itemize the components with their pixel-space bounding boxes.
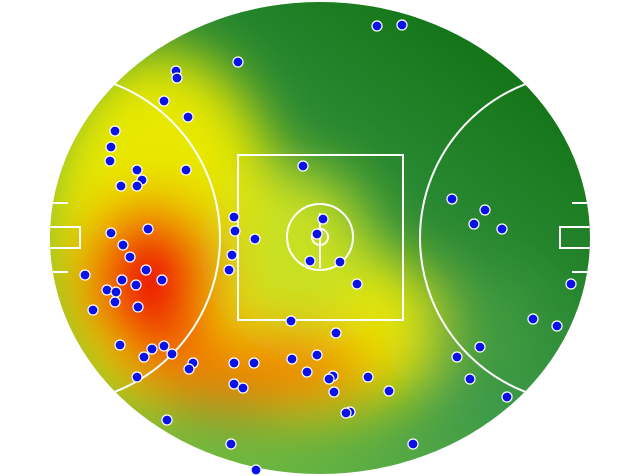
point <box>250 464 262 476</box>
point <box>351 278 363 290</box>
point <box>328 386 340 398</box>
point <box>131 180 143 192</box>
point <box>464 373 476 385</box>
point <box>407 438 419 450</box>
point <box>183 363 195 375</box>
point <box>228 357 240 369</box>
point <box>311 349 323 361</box>
point <box>451 351 463 363</box>
point <box>371 20 383 32</box>
point <box>161 414 173 426</box>
point <box>362 371 374 383</box>
point <box>109 296 121 308</box>
point <box>228 378 240 390</box>
point <box>317 213 329 225</box>
point <box>301 366 313 378</box>
point <box>140 264 152 276</box>
point <box>474 341 486 353</box>
point <box>105 227 117 239</box>
point <box>237 382 249 394</box>
point <box>138 351 150 363</box>
point <box>446 193 458 205</box>
point <box>297 160 309 172</box>
point <box>330 327 342 339</box>
point <box>182 111 194 123</box>
point <box>551 320 563 332</box>
point <box>334 256 346 268</box>
point <box>105 141 117 153</box>
point <box>180 164 192 176</box>
point <box>79 269 91 281</box>
point <box>116 274 128 286</box>
point <box>171 72 183 84</box>
point <box>285 315 297 327</box>
point <box>311 228 323 240</box>
point <box>479 204 491 216</box>
point <box>101 284 113 296</box>
point <box>131 371 143 383</box>
point <box>166 348 178 360</box>
point <box>248 357 260 369</box>
point <box>383 385 395 397</box>
point <box>223 264 235 276</box>
point <box>527 313 539 325</box>
point <box>304 255 316 267</box>
point <box>158 340 170 352</box>
point <box>131 164 143 176</box>
point <box>225 438 237 450</box>
point <box>501 391 513 403</box>
point <box>496 223 508 235</box>
point <box>228 211 240 223</box>
point <box>156 274 168 286</box>
point <box>124 251 136 263</box>
point <box>115 180 127 192</box>
point <box>109 125 121 137</box>
point <box>229 225 241 237</box>
point <box>132 301 144 313</box>
point <box>142 223 154 235</box>
point <box>340 407 352 419</box>
point <box>286 353 298 365</box>
point <box>158 95 170 107</box>
point <box>87 304 99 316</box>
point <box>110 286 122 298</box>
point <box>114 339 126 351</box>
point <box>249 233 261 245</box>
point <box>468 218 480 230</box>
point <box>226 249 238 261</box>
points <box>79 19 577 476</box>
point <box>323 373 335 385</box>
point <box>396 19 408 31</box>
point <box>117 239 129 251</box>
point <box>565 278 577 290</box>
point <box>232 56 244 68</box>
point <box>104 155 116 167</box>
point <box>146 343 158 355</box>
point <box>130 279 142 291</box>
